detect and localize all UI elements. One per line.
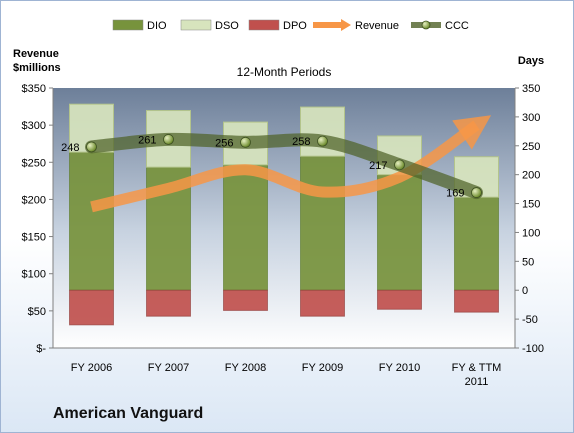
- dpo-bar: [146, 289, 191, 317]
- legend-label: DIO: [147, 20, 167, 32]
- left-axis-tick-label: $250: [22, 157, 46, 169]
- left-axis-title: Revenue: [13, 48, 59, 60]
- legend-marker-ccc: [421, 20, 431, 30]
- x-axis-category-label: FY & TTM: [452, 362, 502, 374]
- legend-swatch-dpo: [248, 19, 280, 31]
- ccc-marker: [240, 136, 251, 148]
- right-axis-tick-label: 300: [522, 112, 540, 124]
- right-axis-tick-label: 100: [522, 227, 540, 239]
- dpo-bar: [300, 289, 345, 317]
- legend-arrowhead-revenue: [341, 19, 351, 31]
- right-axis-tick-label: -50: [522, 314, 538, 326]
- x-axis-category-label: FY 2006: [71, 362, 112, 374]
- ccc-marker: [163, 134, 174, 145]
- legend-label: Revenue: [355, 20, 399, 32]
- ccc-data-label: 256: [215, 137, 233, 149]
- ccc-data-label: 258: [292, 136, 310, 148]
- left-axis-title: $millions: [13, 62, 61, 74]
- left-axis-tick-label: $200: [22, 194, 46, 206]
- ccc-data-label: 169: [446, 188, 464, 200]
- dio-bar: [300, 155, 345, 291]
- right-axis-tick-label: -100: [522, 343, 544, 355]
- right-axis-tick-label: 150: [522, 199, 540, 211]
- company-name: American Vanguard: [53, 405, 204, 422]
- legend-label: CCC: [445, 20, 469, 32]
- dpo-bar: [454, 289, 499, 313]
- legend-swatch-dio: [112, 19, 144, 31]
- left-axis-tick-label: $350: [22, 83, 46, 95]
- legend-label: DSO: [215, 20, 239, 32]
- left-axis-tick-label: $300: [22, 120, 46, 132]
- x-axis-category-label: FY 2010: [379, 362, 420, 374]
- dio-bar: [377, 174, 422, 291]
- x-axis-category-label: 2011: [465, 376, 489, 388]
- dio-bar: [223, 164, 268, 291]
- left-axis-tick-label: $-: [36, 343, 46, 355]
- right-axis-tick-label: 50: [522, 256, 534, 268]
- ccc-marker: [317, 135, 328, 147]
- x-axis-category-label: FY 2007: [148, 362, 189, 374]
- x-axis-category-label: FY 2008: [225, 362, 266, 374]
- x-axis-category-label: FY 2009: [302, 362, 343, 374]
- right-axis-tick-label: 0: [522, 285, 528, 297]
- left-axis-tick-label: $100: [22, 269, 46, 281]
- plot-area: [53, 88, 515, 348]
- dpo-bar: [377, 289, 422, 310]
- ccc-marker: [394, 159, 405, 171]
- ccc-marker: [471, 187, 482, 198]
- ccc-data-label: 261: [138, 134, 156, 146]
- legend-label: DPO: [283, 20, 307, 32]
- ccc-data-label: 248: [61, 142, 79, 154]
- dpo-bar: [69, 289, 114, 326]
- ccc-marker: [86, 141, 97, 153]
- left-axis-tick-label: $50: [28, 306, 46, 318]
- dio-bar: [454, 196, 499, 291]
- right-axis-tick-label: 250: [522, 141, 540, 153]
- ccc-data-label: 217: [369, 160, 387, 172]
- right-axis-tick-label: 200: [522, 170, 540, 182]
- right-axis-tick-label: 350: [522, 83, 540, 95]
- dio-bar: [69, 151, 114, 291]
- chart-title: 12-Month Periods: [237, 65, 332, 79]
- left-axis-tick-label: $150: [22, 232, 46, 244]
- dpo-bar: [223, 289, 268, 311]
- legend-swatch-dso: [180, 19, 212, 31]
- right-axis-title: Days: [518, 55, 544, 67]
